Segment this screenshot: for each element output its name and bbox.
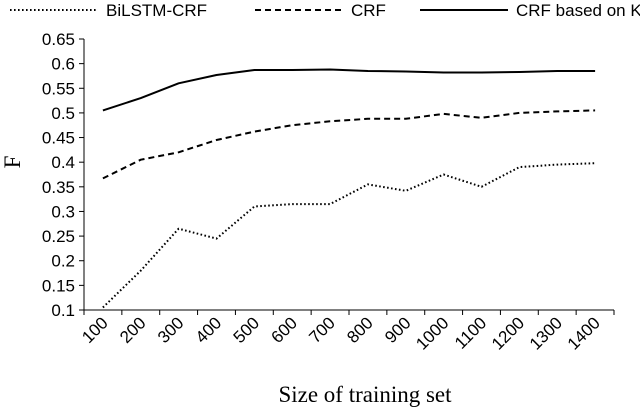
legend-label: BiLSTM-CRF: [106, 1, 207, 20]
x-tick-label: 1000: [412, 313, 452, 353]
y-tick-label: 0.35: [42, 178, 75, 197]
y-tick-label: 0.3: [51, 202, 75, 221]
y-tick-label: 0.4: [51, 153, 75, 172]
x-axis-title: Size of training set: [278, 382, 452, 407]
y-tick-label: 0.2: [51, 252, 75, 271]
x-tick-label: 1400: [564, 313, 604, 353]
y-tick-label: 0.45: [42, 129, 75, 148]
x-tick-label: 900: [381, 313, 414, 346]
legend-label: CRF based on KG: [516, 1, 640, 20]
x-axis-ticks: 100 200 300 400 500 600 700 800 9001000110012001…: [78, 310, 615, 354]
y-tick-label: 0.1: [51, 301, 75, 320]
y-tick-label: 0.5: [51, 104, 75, 123]
y-tick-label: 0.55: [42, 79, 75, 98]
series-lines: [102, 68, 596, 309]
series-line-crf-based-on-kg: [102, 68, 596, 112]
x-tick-label: 1300: [526, 313, 566, 353]
x-tick-label: 500: [230, 313, 263, 346]
x-tick-label: 1200: [488, 313, 528, 353]
y-axis-ticks: 0.1 0.15 0.2 0.25 0.3 0.35 0.4 0.45 0.5 0.55 0.6 0.…: [42, 30, 84, 320]
y-tick-label: 0.6: [51, 55, 75, 74]
legend-label: CRF: [351, 1, 386, 20]
x-tick-label: 1100: [451, 313, 490, 352]
x-tick-label: 100: [78, 313, 111, 346]
series-line-bilstm-crf: [102, 162, 596, 309]
y-axis-title: F: [0, 156, 25, 169]
x-tick-label: 600: [268, 313, 301, 346]
x-tick-label: 200: [116, 313, 149, 346]
series-line-crf: [102, 109, 596, 180]
x-tick-label: 400: [192, 313, 225, 346]
axes: [83, 39, 614, 311]
y-tick-label: 0.65: [42, 30, 75, 49]
y-tick-label: 0.25: [42, 227, 75, 246]
y-tick-label: 0.15: [42, 276, 75, 295]
x-tick-label: 300: [154, 313, 187, 346]
x-tick-label: 700: [305, 313, 338, 346]
legend: BiLSTM-CRF CRF CRF based on KG: [10, 1, 640, 20]
x-tick-label: 800: [343, 313, 376, 346]
